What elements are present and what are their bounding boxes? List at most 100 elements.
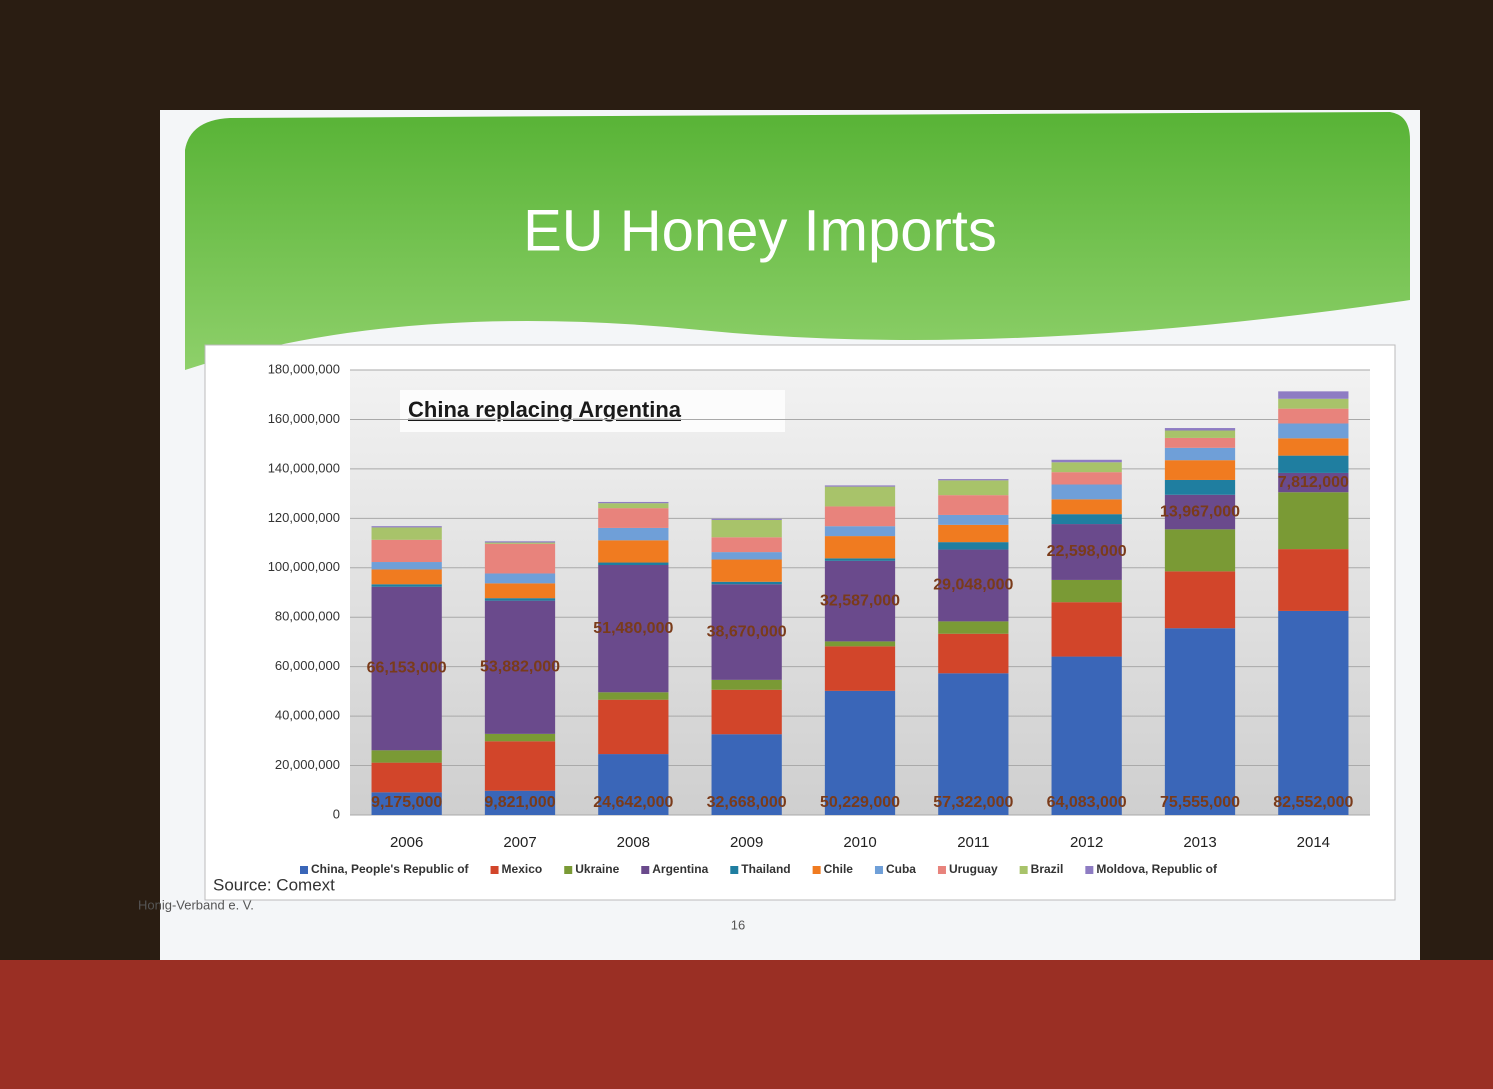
y-tick-label: 180,000,000: [268, 361, 340, 376]
y-tick-label: 140,000,000: [268, 460, 340, 475]
y-tick-label: 60,000,000: [275, 658, 340, 673]
legend-label: Brazil: [1031, 862, 1064, 876]
x-tick-label: 2009: [730, 834, 763, 851]
bar-segment: [825, 646, 895, 691]
bar-segment: [598, 528, 668, 540]
bar-segment: [1278, 391, 1348, 398]
bar-segment: [712, 560, 782, 582]
slide-title: EU Honey Imports: [523, 198, 997, 263]
bar-segment: [1165, 431, 1235, 438]
bar-segment: [1278, 549, 1348, 611]
slide-photo: EU Honey Imports China replacing Argenti…: [0, 0, 1493, 1089]
bar-segment: [372, 750, 442, 762]
data-label: 53,882,000: [480, 658, 560, 675]
bar-segment: [485, 543, 555, 544]
bar-segment: [1278, 423, 1348, 438]
bar-segment: [485, 544, 555, 574]
bar-segment: [598, 563, 668, 565]
bar-segment: [1278, 611, 1348, 815]
bar-segment: [1052, 580, 1122, 602]
legend-swatch: [1020, 866, 1028, 874]
bar-segment: [825, 506, 895, 526]
y-tick-label: 0: [333, 806, 340, 821]
page-number: 16: [731, 917, 745, 932]
bar-segment: [712, 520, 782, 537]
legend-swatch: [564, 866, 572, 874]
bar-segment: [1278, 438, 1348, 455]
bar-segment: [598, 503, 668, 508]
bar-segment: [1278, 492, 1348, 549]
x-tick-label: 2010: [843, 834, 876, 851]
y-tick-label: 160,000,000: [268, 411, 340, 426]
data-label: 22,598,000: [1047, 543, 1127, 560]
data-label: 66,153,000: [367, 660, 447, 677]
bar-segment: [712, 690, 782, 735]
y-tick-label: 20,000,000: [275, 757, 340, 772]
bar-segment: [1052, 499, 1122, 514]
bar-segment: [485, 598, 555, 600]
legend-label: Thailand: [741, 862, 790, 876]
x-tick-label: 2013: [1183, 834, 1216, 851]
bar-segment: [938, 480, 1008, 495]
data-label: 38,670,000: [707, 623, 787, 640]
bar-segment: [598, 540, 668, 562]
data-label: 9,821,000: [484, 794, 555, 811]
legend-swatch: [813, 866, 821, 874]
bar-segment: [825, 558, 895, 560]
x-tick-label: 2014: [1297, 834, 1330, 851]
bar-segment: [1052, 485, 1122, 500]
data-label: 32,587,000: [820, 592, 900, 609]
bar-segment: [372, 526, 442, 527]
bar-segment: [485, 541, 555, 542]
legend-swatch: [875, 866, 883, 874]
source: Source: Comext: [213, 875, 335, 894]
x-tick-label: 2007: [503, 834, 536, 851]
bar-segment: [598, 508, 668, 528]
legend-label: Ukraine: [575, 862, 619, 876]
data-label: 7,812,000: [1278, 474, 1349, 491]
legend-label: Mexico: [502, 862, 543, 876]
x-tick-label: 2008: [617, 834, 650, 851]
bar-segment: [1165, 438, 1235, 448]
bar-segment: [485, 734, 555, 741]
bar-segment: [825, 487, 895, 507]
data-label: 29,048,000: [933, 577, 1013, 594]
y-tick-label: 100,000,000: [268, 559, 340, 574]
bar-segment: [1165, 428, 1235, 430]
bar-segment: [372, 527, 442, 539]
bar-segment: [485, 583, 555, 598]
bar-segment: [712, 537, 782, 552]
data-label: 57,322,000: [933, 794, 1013, 811]
legend-swatch: [491, 866, 499, 874]
bar-segment: [372, 584, 442, 586]
legend-swatch: [1085, 866, 1093, 874]
bar-segment: [1165, 480, 1235, 495]
bar-segment: [1278, 409, 1348, 424]
bar-segment: [1278, 399, 1348, 409]
x-tick-label: 2006: [390, 834, 423, 851]
bar-segment: [1052, 657, 1122, 815]
bar-segment: [712, 680, 782, 690]
bar-segment: [938, 542, 1008, 549]
bar-segment: [485, 741, 555, 790]
y-tick-label: 120,000,000: [268, 510, 340, 525]
bar-segment: [1052, 514, 1122, 524]
bar-segment: [1165, 628, 1235, 815]
y-tick-label: 80,000,000: [275, 609, 340, 624]
data-label: 64,083,000: [1047, 794, 1127, 811]
data-label: 75,555,000: [1160, 794, 1240, 811]
data-label: 13,967,000: [1160, 503, 1240, 520]
bar-segment: [1165, 529, 1235, 571]
bar-segment: [938, 515, 1008, 525]
legend-swatch: [300, 866, 308, 874]
bar-segment: [712, 519, 782, 520]
x-tick-label: 2011: [957, 834, 989, 851]
bar-segment: [1052, 602, 1122, 656]
bar-segment: [372, 763, 442, 793]
annotation: China replacing Argentina: [408, 397, 682, 422]
bar-segment: [825, 641, 895, 646]
footer: Honig-Verband e. V.: [138, 897, 254, 912]
bar-segment: [1052, 472, 1122, 484]
x-tick-label: 2012: [1070, 834, 1103, 851]
bar-segment: [1165, 571, 1235, 628]
